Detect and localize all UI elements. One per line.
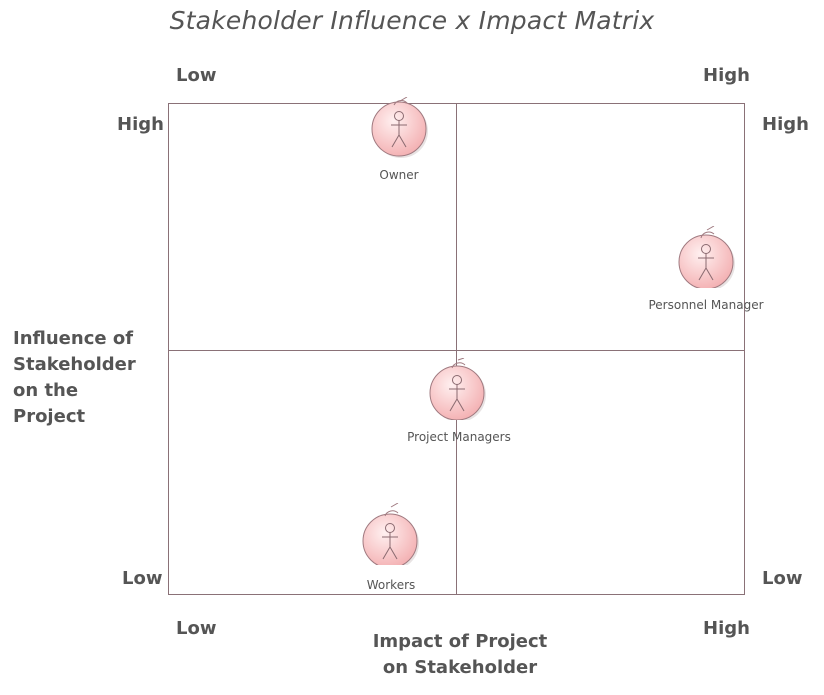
x-axis-title-line: Impact of Project: [372, 631, 548, 652]
matrix-vertical-divider: [456, 103, 457, 595]
stakeholder-label: Owner: [379, 168, 419, 182]
y-axis-title: Influence of Stakeholder on the Project: [13, 326, 136, 430]
x-axis-title-line: on Stakeholder: [382, 657, 538, 678]
matrix-horizontal-divider: [168, 350, 745, 351]
top-axis-low-label: Low: [176, 65, 217, 86]
stakeholder-owner[interactable]: [369, 97, 429, 158]
left-axis-high-label: High: [117, 114, 164, 135]
right-axis-high-label: High: [762, 114, 809, 135]
x-axis-title: Impact of Project on Stakeholder: [360, 629, 560, 681]
y-axis-title-line: Influence of: [13, 328, 134, 349]
actor-icon: [371, 97, 428, 158]
stakeholder-workers[interactable]: [360, 503, 420, 565]
left-axis-low-label: Low: [122, 568, 163, 589]
y-axis-title-line: on the: [13, 380, 79, 401]
actor-icon: [678, 226, 735, 288]
stakeholder-label: Workers: [366, 578, 416, 592]
actor-icon: [362, 503, 419, 565]
bottom-axis-high-label: High: [703, 618, 750, 639]
page-title: Stakeholder Influence x Impact Matrix: [169, 6, 655, 35]
bottom-axis-low-label: Low: [176, 618, 217, 639]
y-axis-title-line: Stakeholder: [13, 354, 136, 375]
y-axis-title-line: Project: [13, 406, 86, 427]
stakeholder-label: Project Managers: [407, 430, 511, 444]
top-axis-high-label: High: [703, 65, 750, 86]
stakeholder-project-managers[interactable]: [427, 358, 487, 420]
stakeholder-personnel-manager[interactable]: [676, 226, 736, 288]
actor-icon: [429, 358, 486, 420]
stakeholder-label: Personnel Manager: [648, 298, 764, 312]
right-axis-low-label: Low: [762, 568, 803, 589]
